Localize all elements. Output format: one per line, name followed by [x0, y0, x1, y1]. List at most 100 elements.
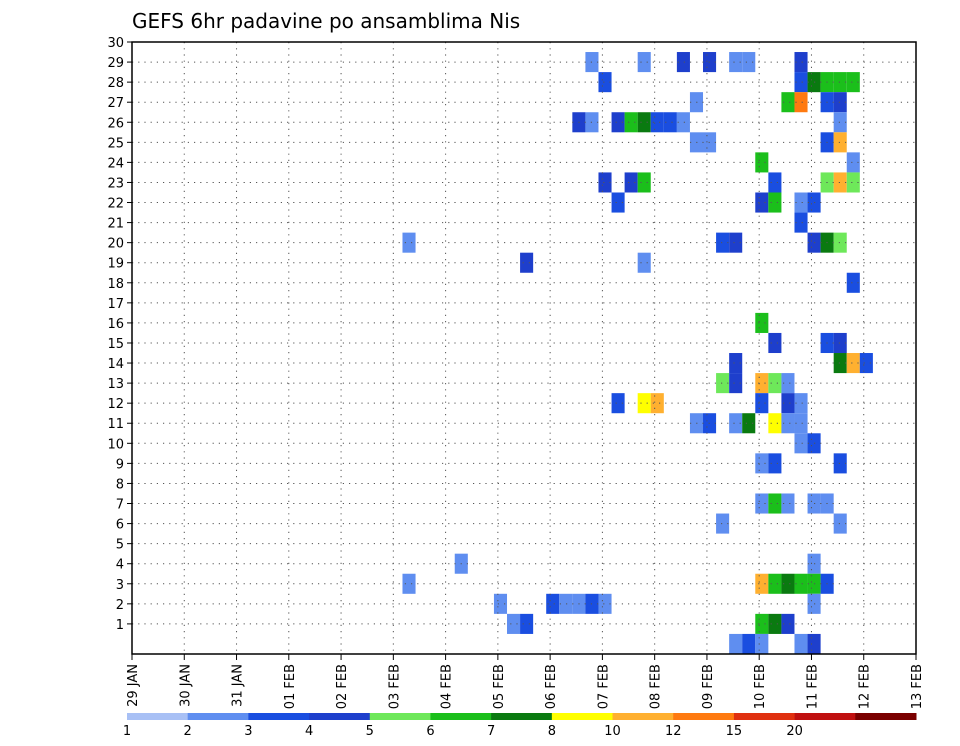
heatmap-cell — [846, 72, 860, 93]
heatmap-cell — [755, 152, 769, 173]
y-tick-label: 27 — [107, 96, 124, 111]
heatmap-cell — [794, 192, 808, 213]
heatmap-cell — [729, 232, 743, 253]
y-tick-label: 13 — [107, 377, 124, 392]
heatmap-cell — [755, 633, 769, 654]
heatmap-cell — [729, 353, 743, 374]
heatmap-cell — [611, 112, 625, 133]
heatmap-cell — [833, 132, 847, 153]
heatmap-cell — [794, 393, 808, 414]
y-tick-label: 21 — [107, 217, 124, 232]
legend-swatch — [127, 713, 189, 720]
x-axis: 29 JAN 30 JAN 31 JAN 01 FEB 02 FEB 03 FEB 04 F… — [126, 654, 925, 709]
heatmap-cell — [598, 172, 612, 193]
legend-swatch — [491, 713, 553, 720]
heatmap-cell — [742, 52, 756, 73]
heatmap-cell — [755, 613, 769, 634]
plot-frame — [131, 41, 917, 655]
y-tick-label: 19 — [107, 257, 124, 272]
heatmap-cell — [755, 493, 769, 514]
x-tick-label: 03 FEB — [387, 664, 402, 709]
y-tick-label: 8 — [116, 477, 124, 492]
y-tick-label: 18 — [107, 277, 124, 292]
y-tick-label: 20 — [107, 237, 124, 252]
legend-level-label: 2 — [184, 724, 192, 739]
x-tick-label: 07 FEB — [596, 664, 611, 709]
heatmap-cell — [833, 453, 847, 474]
heatmap-cell — [794, 92, 808, 113]
y-tick-label: 11 — [107, 417, 124, 432]
legend-swatch — [309, 713, 371, 720]
y-tick-label: 9 — [116, 457, 124, 472]
y-tick-label: 7 — [116, 498, 124, 513]
x-tick-label: 09 FEB — [701, 664, 716, 709]
heatmap-cell — [611, 393, 625, 414]
y-tick-label: 29 — [107, 56, 124, 71]
x-tick-label: 11 FEB — [805, 664, 820, 709]
x-tick-label: 01 FEB — [283, 664, 298, 709]
heatmap-cell — [624, 172, 638, 193]
legend-level-label: 1 — [123, 724, 131, 739]
x-tick-label: 05 FEB — [492, 664, 507, 709]
legend-swatch — [673, 713, 735, 720]
heatmap-cell — [676, 112, 690, 133]
legend-swatch — [248, 713, 310, 720]
heatmap-cell — [833, 332, 847, 354]
legend-level-label: 12 — [665, 724, 682, 739]
y-tick-label: 23 — [107, 176, 124, 191]
heatmap-cell — [755, 192, 769, 213]
legend-level-label: 20 — [786, 724, 803, 739]
heatmap-cell — [768, 613, 782, 634]
legend-level-label: 5 — [366, 724, 374, 739]
heatmap-cell — [637, 172, 651, 193]
heatmap-cell — [676, 52, 690, 73]
heatmap-cell — [781, 373, 795, 394]
heatmap-cell — [520, 252, 534, 273]
heatmap-cell — [794, 633, 808, 654]
heatmap-cell — [781, 493, 795, 514]
legend-level-label: 8 — [548, 724, 556, 739]
y-tick-label: 3 — [116, 578, 124, 593]
heatmap-cell — [846, 272, 860, 293]
heatmap-cell — [846, 353, 860, 374]
heatmap-cell — [755, 373, 769, 394]
heatmap-cell — [402, 232, 416, 253]
heatmap-cell — [833, 232, 847, 253]
heatmap-cell — [716, 513, 730, 534]
legend-level-label: 3 — [244, 724, 252, 739]
heatmap-cell — [742, 633, 756, 654]
legend-level-label: 10 — [604, 724, 621, 739]
heatmap-cell — [624, 112, 638, 133]
x-tick-label: 13 FEB — [910, 664, 925, 709]
heatmap-cell — [716, 232, 730, 253]
heatmap-cell — [768, 373, 782, 394]
heatmap-cell — [716, 373, 730, 394]
y-tick-label: 10 — [107, 437, 124, 452]
y-tick-label: 28 — [107, 76, 124, 91]
y-tick-label: 4 — [116, 558, 124, 573]
heatmap-cell — [755, 453, 769, 474]
heatmap-cell — [833, 513, 847, 534]
heatmap-cell — [781, 613, 795, 634]
heatmap-cell — [650, 112, 664, 133]
heatmap-cell — [768, 493, 782, 514]
heatmap-cell — [833, 112, 847, 133]
heatmap-cell — [807, 633, 821, 654]
heatmap-cell — [794, 212, 808, 233]
heatmap-cell — [768, 413, 782, 434]
x-tick-label: 31 JAN — [231, 664, 246, 707]
y-tick-label: 22 — [107, 197, 124, 212]
heatmap-cell — [402, 573, 416, 594]
x-tick-label: 02 FEB — [335, 664, 350, 709]
y-tick-label: 24 — [107, 156, 124, 171]
heatmap-cell — [833, 72, 847, 93]
heatmap-cell — [794, 413, 808, 434]
heatmap-cell — [794, 72, 808, 93]
y-tick-label: 14 — [107, 357, 124, 372]
heatmap-cell — [794, 573, 808, 594]
heatmap-cell — [833, 92, 847, 113]
legend-level-label: 6 — [426, 724, 434, 739]
y-tick-label: 6 — [116, 518, 124, 533]
x-tick-label: 04 FEB — [440, 664, 455, 709]
